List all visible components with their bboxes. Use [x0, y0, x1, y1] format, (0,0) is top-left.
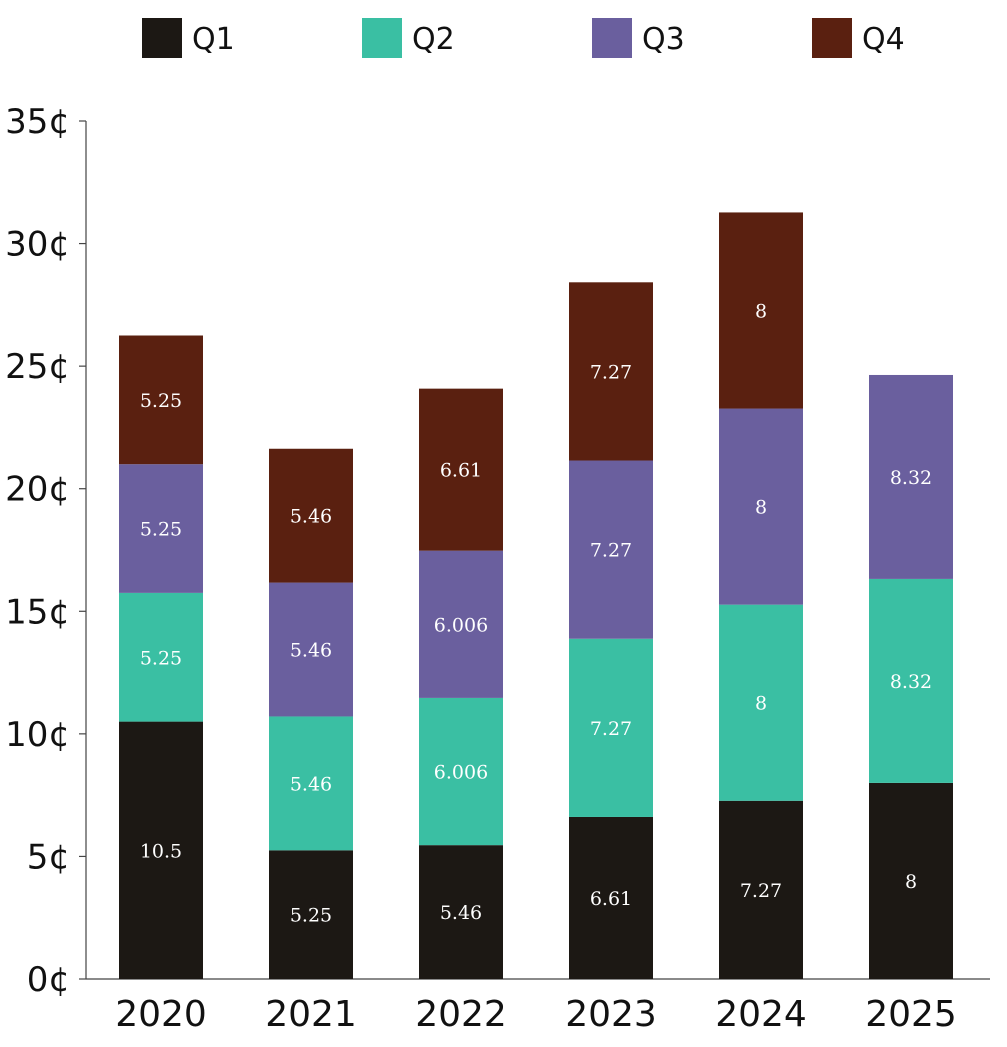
- legend-swatch-q3: [592, 18, 632, 58]
- legend-swatch-q4: [812, 18, 852, 58]
- data-label: 5.25: [140, 519, 182, 541]
- data-label: 5.46: [440, 902, 482, 924]
- bar-q3-2022: [419, 550, 503, 698]
- y-tick-label: 0¢: [27, 960, 70, 1000]
- x-tick-label: 2020: [115, 994, 207, 1035]
- bar-q4-2020: [119, 335, 203, 465]
- data-label: 5.46: [290, 640, 332, 662]
- bar-q2-2024: [719, 604, 803, 801]
- data-label: 6.006: [434, 762, 488, 784]
- data-label: 5.46: [290, 773, 332, 795]
- bar-q4-2024: [719, 212, 803, 409]
- legend-label: Q3: [642, 22, 685, 57]
- data-label: 10.5: [140, 840, 182, 862]
- bar-q2-2021: [269, 716, 353, 851]
- data-label: 7.27: [590, 540, 632, 562]
- x-tick-label: 2022: [415, 994, 507, 1035]
- data-label: 7.27: [590, 718, 632, 740]
- bar-q1-2020: [119, 721, 203, 979]
- legend-label: Q4: [862, 22, 905, 57]
- y-tick-label: 20¢: [5, 470, 70, 510]
- bar-q1-2021: [269, 850, 353, 979]
- data-label: 6.61: [590, 888, 632, 910]
- data-label: 8: [755, 497, 767, 519]
- y-tick-label: 35¢: [5, 102, 70, 142]
- bar-q3-2024: [719, 408, 803, 605]
- bar-q4-2021: [269, 448, 353, 583]
- bar-q2-2022: [419, 697, 503, 846]
- data-label: 7.27: [740, 880, 782, 902]
- bar-q1-2023: [569, 816, 653, 979]
- x-tick-label: 2021: [265, 994, 357, 1035]
- y-tick-label: 25¢: [5, 347, 70, 387]
- x-tick-label: 2023: [565, 994, 657, 1035]
- data-label: 8.32: [890, 671, 932, 693]
- data-label: 8: [905, 871, 917, 893]
- y-tick-label: 30¢: [5, 225, 70, 265]
- x-tick-label: 2025: [865, 994, 957, 1035]
- bar-q3-2021: [269, 582, 353, 717]
- bar-q1-2025: [869, 782, 953, 979]
- bar-q2-2025: [869, 578, 953, 783]
- y-tick-label: 15¢: [5, 592, 70, 632]
- bar-q4-2023: [569, 282, 653, 461]
- data-label: 5.46: [290, 506, 332, 528]
- data-label: 6.006: [434, 614, 488, 636]
- data-label: 8.32: [890, 467, 932, 489]
- data-label: 5.25: [140, 390, 182, 412]
- data-label: 6.61: [440, 460, 482, 482]
- x-tick-label: 2024: [715, 994, 807, 1035]
- bar-q2-2020: [119, 592, 203, 722]
- bar-q2-2023: [569, 638, 653, 817]
- data-label: 7.27: [590, 361, 632, 383]
- legend-label: Q1: [192, 22, 235, 57]
- legend-label: Q2: [412, 22, 455, 57]
- bar-q3-2025: [869, 374, 953, 579]
- bar-q1-2024: [719, 800, 803, 979]
- bar-q3-2020: [119, 464, 203, 593]
- data-label: 8: [755, 693, 767, 715]
- bar-q4-2022: [419, 388, 503, 551]
- bar-q1-2022: [419, 845, 503, 979]
- data-label: 5.25: [140, 647, 182, 669]
- legend-swatch-q2: [362, 18, 402, 58]
- data-label: 8: [755, 300, 767, 322]
- bar-q3-2023: [569, 460, 653, 639]
- y-tick-label: 10¢: [5, 715, 70, 755]
- data-label: 5.25: [290, 905, 332, 927]
- legend-swatch-q1: [142, 18, 182, 58]
- y-tick-label: 5¢: [27, 837, 70, 877]
